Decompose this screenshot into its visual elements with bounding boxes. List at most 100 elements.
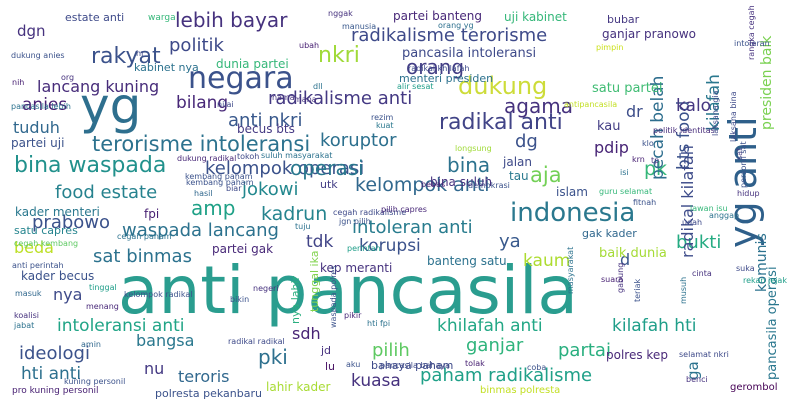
word: biar	[226, 184, 242, 193]
word: dunia partei	[216, 57, 289, 71]
word: ganjar pranowo	[602, 27, 697, 41]
word: kuning personil	[64, 377, 126, 386]
word: musuh	[679, 276, 688, 304]
word: baik dunia	[599, 246, 667, 261]
word: banteng satu	[427, 254, 507, 268]
word: radikal khilafah	[408, 64, 470, 73]
word: bina waspada	[14, 153, 167, 178]
word: kembang paham	[185, 172, 253, 181]
word: sdh	[292, 324, 321, 343]
word: warga	[148, 13, 176, 23]
word: kaum	[523, 251, 571, 271]
word: nih	[12, 78, 25, 87]
word: org	[61, 73, 75, 82]
word: alir sesat	[397, 82, 434, 91]
word: negara	[188, 61, 294, 96]
word: intoleran	[734, 39, 770, 48]
word: jgn pilih	[339, 217, 371, 226]
word: nama	[272, 93, 295, 102]
word: personil sat	[739, 141, 748, 188]
word: waspada lancang	[122, 220, 279, 241]
word: teriak	[633, 278, 642, 302]
word: rekan jejak	[743, 276, 787, 285]
word: laksana gia	[711, 90, 720, 136]
word: udah	[682, 218, 703, 227]
word: longsung	[455, 144, 492, 153]
word: dukung	[458, 72, 548, 100]
word: d	[620, 250, 631, 269]
word: tau	[509, 169, 529, 183]
word: tp	[651, 156, 660, 165]
word: coba	[527, 363, 547, 372]
word: koalisi	[14, 311, 39, 320]
word: ya	[499, 231, 521, 252]
word: pilih	[372, 340, 410, 361]
word: gak kader	[582, 227, 637, 240]
word: kelompok anti	[355, 174, 490, 196]
word: pk	[644, 158, 668, 180]
word: masuk	[15, 289, 42, 298]
word: pdip	[594, 138, 629, 157]
word: satu capres	[14, 224, 78, 237]
word: khilafah anti	[437, 316, 543, 336]
word: tinggal	[89, 283, 117, 292]
word: menang	[86, 302, 119, 311]
word: lahir kader	[266, 380, 331, 394]
word: guru selamat	[599, 187, 653, 196]
word: binmas polresta	[480, 385, 561, 396]
word: anti perintah	[12, 261, 64, 270]
word: rangka cegah	[747, 5, 756, 60]
word: demokrasi	[468, 181, 510, 190]
word: lu	[325, 360, 336, 373]
word: bikin	[230, 295, 250, 304]
word: bubar	[607, 13, 640, 26]
word: suka	[736, 264, 755, 273]
word: partei uji	[11, 136, 65, 150]
word: suluh masyarakat	[261, 151, 333, 160]
word: amin	[81, 340, 101, 349]
word: bina	[447, 153, 491, 177]
word: antipancasila	[564, 100, 618, 109]
word: tuduh	[13, 118, 60, 137]
word: partei gak	[212, 242, 274, 256]
word: nggak	[328, 9, 353, 18]
word: polresta pekanbaru	[155, 387, 262, 400]
word: jabat	[14, 321, 35, 330]
word: pancasila intoleransi	[402, 46, 537, 61]
word: aja	[530, 163, 562, 187]
word: tdk	[306, 232, 334, 252]
word: kembang paham	[186, 178, 254, 187]
word: politik identitas	[653, 126, 715, 135]
word: tokoh	[237, 152, 260, 161]
word: operasi	[290, 156, 364, 180]
word: koruptor	[320, 130, 397, 151]
word: becus bts	[237, 122, 295, 136]
word: benci	[686, 375, 708, 384]
word: prabowo	[32, 212, 111, 233]
word: dr	[626, 102, 643, 121]
word: fpi	[144, 207, 160, 221]
word: gerombol	[730, 382, 778, 393]
word: kadrun	[261, 203, 328, 225]
word: cegah kembang	[14, 239, 79, 248]
word: selamat nkri	[679, 350, 729, 359]
word: bebas	[421, 180, 446, 189]
word: negeri	[253, 284, 279, 293]
word: ideologi	[19, 343, 90, 364]
word: kalo	[676, 96, 712, 116]
word: bukti	[676, 232, 722, 253]
word: suara	[601, 275, 624, 284]
word: ganjar	[466, 335, 524, 356]
word: terorisme intoleransi	[92, 132, 311, 156]
word: korupsi	[359, 236, 421, 256]
word: pki	[258, 345, 288, 369]
word: paham radikalisme	[420, 365, 593, 386]
word: fitnah	[633, 198, 657, 207]
word: anies	[22, 95, 68, 115]
word: dgn	[17, 22, 46, 40]
word: intoleran anti	[352, 217, 473, 238]
word: klo	[642, 139, 654, 148]
word: kader becus	[21, 269, 95, 283]
word: hasil	[194, 189, 213, 198]
